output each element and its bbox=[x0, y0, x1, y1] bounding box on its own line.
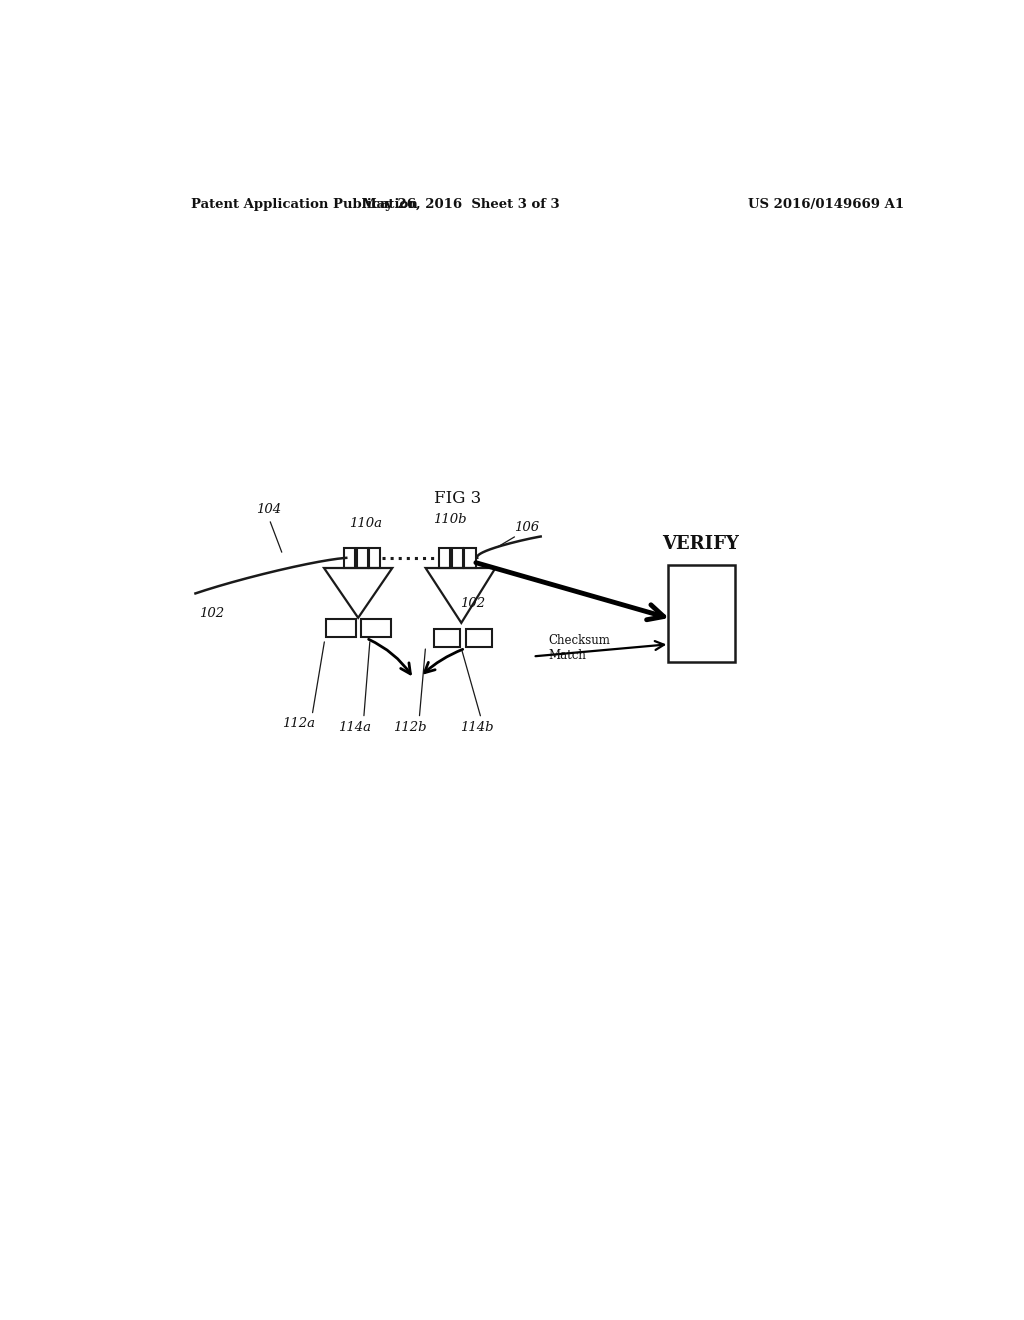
Text: 112b: 112b bbox=[393, 722, 427, 734]
Text: 114a: 114a bbox=[338, 722, 371, 734]
Text: 114b: 114b bbox=[461, 722, 494, 734]
Bar bbox=[434, 630, 460, 647]
Text: FIG 3: FIG 3 bbox=[434, 491, 481, 507]
Bar bbox=[439, 548, 451, 568]
Bar bbox=[668, 565, 735, 661]
Bar bbox=[360, 619, 391, 638]
Text: Checksum
Match: Checksum Match bbox=[549, 635, 610, 663]
Text: 104: 104 bbox=[257, 503, 282, 516]
Bar bbox=[452, 548, 463, 568]
Bar bbox=[466, 630, 492, 647]
Text: 110a: 110a bbox=[348, 517, 382, 531]
Text: US 2016/0149669 A1: US 2016/0149669 A1 bbox=[749, 198, 904, 211]
Bar bbox=[356, 548, 368, 568]
Text: May 26, 2016  Sheet 3 of 3: May 26, 2016 Sheet 3 of 3 bbox=[362, 198, 560, 211]
Bar bbox=[344, 548, 355, 568]
Text: 102: 102 bbox=[200, 607, 224, 620]
Bar bbox=[465, 548, 475, 568]
Bar bbox=[370, 548, 380, 568]
Text: 110b: 110b bbox=[433, 513, 467, 527]
Text: 106: 106 bbox=[514, 521, 540, 535]
Text: VERIFY: VERIFY bbox=[663, 535, 739, 553]
Bar bbox=[326, 619, 355, 638]
Text: Patent Application Publication: Patent Application Publication bbox=[191, 198, 418, 211]
Text: 112a: 112a bbox=[283, 718, 315, 730]
Text: 102: 102 bbox=[460, 598, 484, 610]
